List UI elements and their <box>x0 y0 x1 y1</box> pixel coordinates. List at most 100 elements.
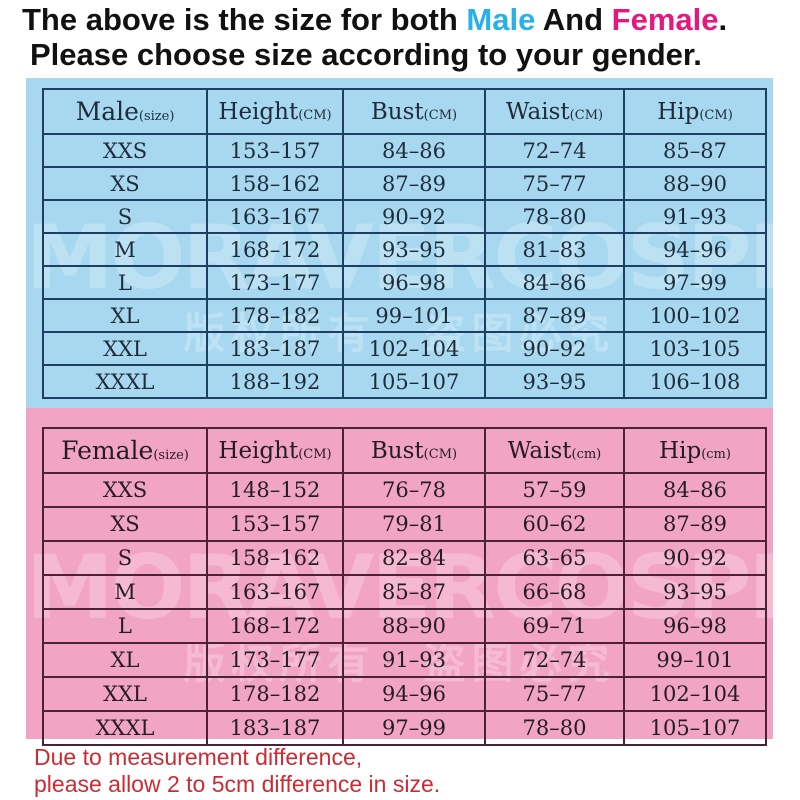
hip-cell: 88–90 <box>623 166 767 201</box>
male-size-table: Male(size) Height(CM) Bust(CM) Waist(CM)… <box>42 88 767 399</box>
male-header-row: Male(size) Height(CM) Bust(CM) Waist(CM)… <box>42 88 767 135</box>
col-unit: (CM) <box>298 107 332 123</box>
heading-period: . <box>718 2 728 37</box>
waist-cell: 57–59 <box>484 472 625 508</box>
col-label: Height <box>218 98 299 125</box>
bust-cell: 76–78 <box>342 472 486 508</box>
hip-cell: 106–108 <box>623 364 767 399</box>
size-cell: L <box>42 608 208 644</box>
measurement-note: Due to measurement difference, please al… <box>34 744 774 798</box>
height-cell: 163–167 <box>206 199 344 234</box>
height-cell: 188–192 <box>206 364 344 399</box>
col-label: Height <box>218 437 299 464</box>
male-table-title: Male <box>75 97 139 126</box>
table-row: S 158–162 82–84 63–65 90–92 <box>42 540 767 576</box>
hip-cell: 99–101 <box>623 642 767 678</box>
table-row: XS 153–157 79–81 60–62 87–89 <box>42 506 767 542</box>
heading-line1: The above is the size for both Male And … <box>22 2 727 37</box>
hip-cell: 105–107 <box>623 710 767 746</box>
waist-cell: 78–80 <box>484 199 625 234</box>
size-cell: XXS <box>42 133 208 168</box>
height-cell: 153–157 <box>206 133 344 168</box>
hip-cell: 93–95 <box>623 574 767 610</box>
size-cell: XS <box>42 506 208 542</box>
bust-cell: 85–87 <box>342 574 486 610</box>
size-cell: XXXL <box>42 710 208 746</box>
height-cell: 178–182 <box>206 676 344 712</box>
height-cell: 178–182 <box>206 298 344 333</box>
bust-cell: 84–86 <box>342 133 486 168</box>
size-cell: XS <box>42 166 208 201</box>
hip-cell: 100–102 <box>623 298 767 333</box>
bust-cell: 87–89 <box>342 166 486 201</box>
female-table-title-unit: (size) <box>153 448 189 463</box>
bust-cell: 97–99 <box>342 710 486 746</box>
size-cell: XL <box>42 298 208 333</box>
bust-cell: 91–93 <box>342 642 486 678</box>
table-row: XL 173–177 91–93 72–74 99–101 <box>42 642 767 678</box>
hip-cell: 97–99 <box>623 265 767 300</box>
size-cell: L <box>42 265 208 300</box>
height-cell: 158–162 <box>206 166 344 201</box>
height-cell: 168–172 <box>206 232 344 267</box>
bust-cell: 96–98 <box>342 265 486 300</box>
male-col-hip: Hip(CM) <box>623 88 767 135</box>
female-col-height: Height(CM) <box>206 427 344 474</box>
table-row: XXS 153–157 84–86 72–74 85–87 <box>42 133 767 168</box>
female-size-section: MORAVERCOSPLAY 版权所有 盗图必究 Female(size) He… <box>26 408 773 746</box>
male-table-title-unit: (size) <box>138 109 175 124</box>
waist-cell: 87–89 <box>484 298 625 333</box>
table-row: XS 158–162 87–89 75–77 88–90 <box>42 166 767 201</box>
waist-cell: 75–77 <box>484 676 625 712</box>
table-row: XXL 178–182 94–96 75–77 102–104 <box>42 676 767 712</box>
hip-cell: 91–93 <box>623 199 767 234</box>
table-row: XXXL 188–192 105–107 93–95 106–108 <box>42 364 767 399</box>
col-label: Hip <box>657 98 700 125</box>
hip-cell: 94–96 <box>623 232 767 267</box>
female-header-row: Female(size) Height(CM) Bust(CM) Waist(c… <box>42 427 767 474</box>
heading-male-word: Male <box>466 2 536 37</box>
waist-cell: 93–95 <box>484 364 625 399</box>
note-line1: Due to measurement difference, <box>34 744 363 770</box>
bust-cell: 102–104 <box>342 331 486 366</box>
female-col-bust: Bust(CM) <box>342 427 486 474</box>
col-unit: (CM) <box>699 107 733 123</box>
table-row: M 168–172 93–95 81–83 94–96 <box>42 232 767 267</box>
table-row: XXS 148–152 76–78 57–59 84–86 <box>42 472 767 508</box>
male-col-height: Height(CM) <box>206 88 344 135</box>
size-cell: S <box>42 540 208 576</box>
bust-cell: 105–107 <box>342 364 486 399</box>
table-row: L 173–177 96–98 84–86 97–99 <box>42 265 767 300</box>
heading-and-word: And <box>535 2 612 37</box>
col-label: Hip <box>659 437 702 464</box>
col-unit: (cm) <box>701 446 731 462</box>
size-cell: M <box>42 232 208 267</box>
col-unit: (CM) <box>298 446 332 462</box>
hip-cell: 85–87 <box>623 133 767 168</box>
female-table-title-cell: Female(size) <box>42 427 208 474</box>
waist-cell: 84–86 <box>484 265 625 300</box>
height-cell: 183–187 <box>206 331 344 366</box>
waist-cell: 90–92 <box>484 331 625 366</box>
bust-cell: 90–92 <box>342 199 486 234</box>
bust-cell: 88–90 <box>342 608 486 644</box>
height-cell: 153–157 <box>206 506 344 542</box>
page-heading: The above is the size for both Male And … <box>22 2 782 72</box>
hip-cell: 103–105 <box>623 331 767 366</box>
height-cell: 148–152 <box>206 472 344 508</box>
waist-cell: 78–80 <box>484 710 625 746</box>
female-table-title: Female <box>61 436 154 465</box>
col-unit: (cm) <box>571 446 602 462</box>
col-label: Waist <box>507 437 572 464</box>
note-line2: please allow 2 to 5cm difference in size… <box>34 771 441 797</box>
waist-cell: 60–62 <box>484 506 625 542</box>
height-cell: 173–177 <box>206 642 344 678</box>
size-cell: M <box>42 574 208 610</box>
table-row: XXL 183–187 102–104 90–92 103–105 <box>42 331 767 366</box>
col-label: Bust <box>370 437 424 464</box>
waist-cell: 81–83 <box>484 232 625 267</box>
waist-cell: 69–71 <box>484 608 625 644</box>
heading-female-word: Female <box>611 2 719 37</box>
table-row: S 163–167 90–92 78–80 91–93 <box>42 199 767 234</box>
